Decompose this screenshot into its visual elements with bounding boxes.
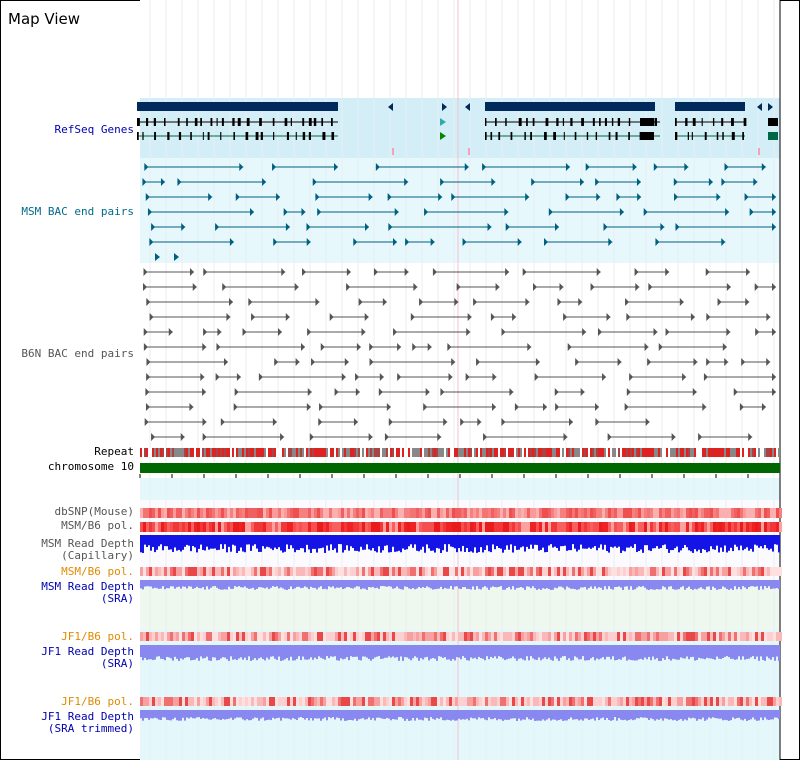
axis-tick-label: 28000000 bbox=[549, 484, 602, 497]
axis-tick-label: 26800000 bbox=[165, 484, 218, 497]
axis-tick-label: 27600000 bbox=[421, 484, 474, 497]
axis-tick-label: 28400000 bbox=[677, 484, 730, 497]
track-label-jf1-depth-trimmed[interactable]: JF1 Read Depth bbox=[41, 710, 134, 723]
track-label-msm-depth-sra[interactable]: MSM Read Depth bbox=[41, 580, 134, 593]
track-label-jf1-pol-2[interactable]: JF1/B6 pol. bbox=[61, 695, 134, 708]
track-label-chromosome[interactable]: chromosome 10 bbox=[47, 460, 134, 473]
track-label-jf1-depth[interactable]: JF1 Read Depth bbox=[41, 645, 134, 658]
track-label-msm-depth-capillary[interactable]: MSM Read Depth bbox=[41, 537, 134, 550]
track-label-jf1-pol-1[interactable]: JF1/B6 pol. bbox=[61, 630, 134, 643]
track-label-refseq[interactable]: RefSeq Genes bbox=[54, 123, 134, 136]
track-label-msm-depth-capillary-sub: (Capillary) bbox=[61, 549, 134, 562]
axis-tick-label: 27200000 bbox=[292, 484, 345, 497]
track-label-msm-b6-pol-2[interactable]: MSM/B6 pol. bbox=[61, 565, 134, 578]
track-label-jf1-depth-sub: (SRA) bbox=[100, 657, 134, 670]
coverage-value: : 10,000 bbox=[318, 41, 371, 54]
track-label-msm-bac[interactable]: MSM BAC end pairs bbox=[21, 205, 134, 218]
track-label-dbsnp[interactable]: dbSNP(Mouse) bbox=[54, 505, 134, 518]
track-label-jf1-depth-trimmed-sub: (SRA trimmed) bbox=[47, 722, 134, 735]
page-title: Map View bbox=[8, 10, 81, 28]
chromosome-ideogram[interactable] bbox=[529, 52, 657, 62]
track-label-repeat[interactable]: Repeat bbox=[94, 445, 134, 458]
track-label-msm-depth-sra-sub: (SRA) bbox=[100, 592, 134, 605]
coverage-key: Read coverage check span bbox=[149, 41, 308, 54]
track-label-b6n-bac[interactable]: B6N BAC end pairs bbox=[21, 347, 134, 360]
track-label-msm-b6-pol-1[interactable]: MSM/B6 pol. bbox=[61, 519, 134, 532]
